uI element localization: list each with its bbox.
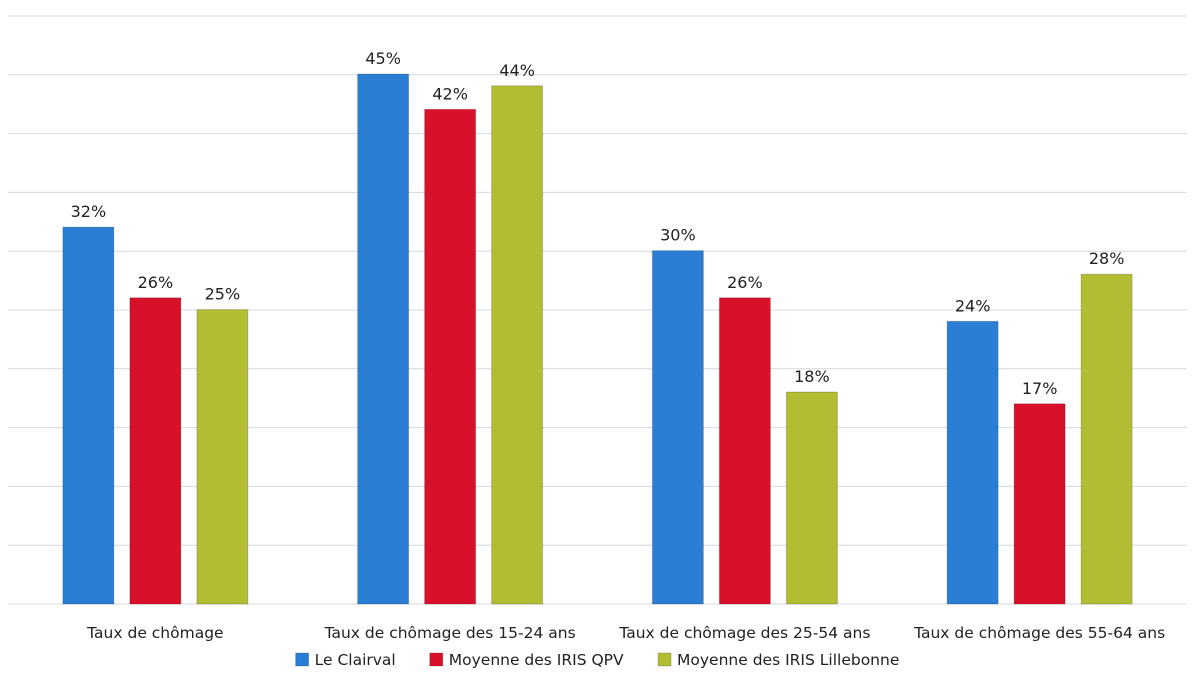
data-label: 30%	[660, 226, 696, 245]
bar	[718, 297, 771, 605]
data-label: 28%	[1089, 249, 1125, 268]
bar	[946, 320, 999, 605]
data-labels: 32% 26% 25% 45% 42% 44% 30% 26% 18% 24% 17% 28%	[71, 49, 1125, 398]
data-label: 26%	[727, 273, 763, 292]
bar	[62, 226, 115, 605]
data-label: 24%	[955, 296, 991, 315]
legend-label: Moyenne des IRIS QPV	[449, 651, 624, 669]
legend-label: Le Clairval	[315, 651, 396, 669]
legend-label: Moyenne des IRIS Lillebonne	[677, 651, 899, 669]
bar	[651, 250, 704, 605]
bars	[62, 73, 1133, 605]
data-label: 32%	[71, 202, 107, 221]
legend: Le Clairval Moyenne des IRIS QPV Moyenne d…	[295, 651, 899, 669]
data-label: 42%	[432, 84, 468, 103]
legend-swatch	[429, 652, 444, 667]
x-tick-label: Taux de chômage des 25-54 ans	[618, 624, 870, 642]
data-label: 17%	[1022, 379, 1058, 398]
bar	[357, 73, 410, 605]
bar	[785, 391, 838, 605]
data-label: 45%	[365, 49, 401, 68]
bar	[424, 108, 477, 605]
data-label: 44%	[499, 61, 535, 80]
bar	[1013, 403, 1066, 605]
data-label: 18%	[794, 367, 830, 386]
bar	[196, 309, 249, 605]
data-label: 25%	[205, 285, 241, 304]
legend-item: Moyenne des IRIS QPV	[429, 651, 624, 669]
legend-swatch	[657, 652, 672, 667]
gridlines	[8, 15, 1187, 605]
x-tick-label: Taux de chômage des 15-24 ans	[324, 624, 576, 642]
legend-swatch	[295, 652, 310, 667]
bar	[129, 297, 182, 605]
legend-item: Le Clairval	[295, 651, 396, 669]
legend-item: Moyenne des IRIS Lillebonne	[657, 651, 899, 669]
x-axis-tick-labels: Taux de chômage Taux de chômage des 15-24…	[86, 624, 1165, 642]
x-tick-label: Taux de chômage	[86, 624, 223, 642]
data-label: 26%	[138, 273, 174, 292]
bar	[1080, 273, 1133, 605]
x-tick-label: Taux de chômage des 55-64 ans	[913, 624, 1165, 642]
bar	[491, 85, 544, 605]
